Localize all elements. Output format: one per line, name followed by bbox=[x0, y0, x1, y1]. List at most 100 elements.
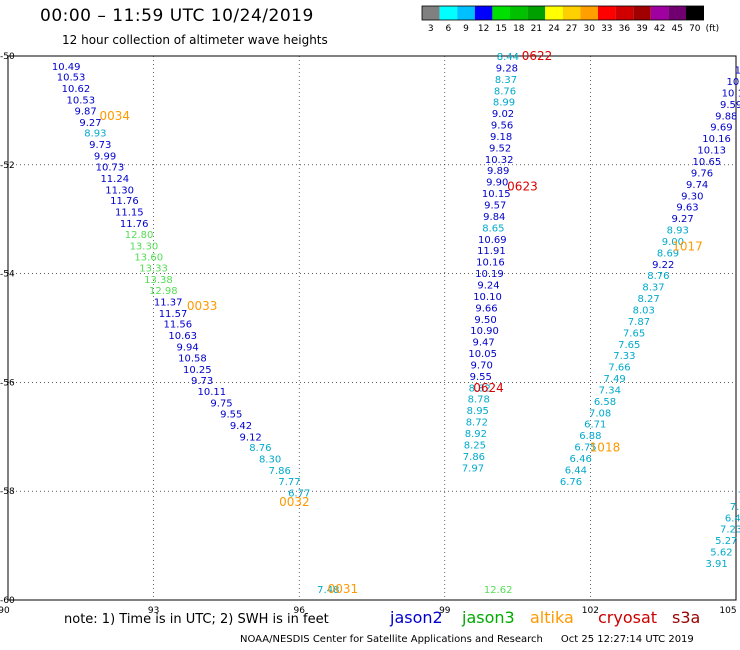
pass-time-label: 1017 bbox=[672, 239, 703, 253]
wave-height-value: 6.40 bbox=[725, 513, 740, 524]
wave-height-value: 10.11 bbox=[198, 387, 227, 398]
wave-height-color-scale: 3 6 9 12 15 18 21 24 27 30 33 36 39 42 45 70 (ft) bbox=[421, 5, 719, 34]
wave-height-value: 8.92 bbox=[465, 429, 487, 440]
wave-height-value: 9.27 bbox=[671, 214, 693, 225]
wave-height-value: 10.73 bbox=[96, 162, 125, 173]
wave-height-value: 12.62 bbox=[484, 585, 513, 596]
wave-height-value: 9.73 bbox=[191, 376, 213, 387]
wave-height-value: 9.87 bbox=[75, 106, 97, 117]
wave-height-value: 10.49 bbox=[52, 62, 81, 73]
scale-swatch bbox=[527, 6, 546, 20]
wave-height-value: 11.76 bbox=[120, 219, 149, 230]
wave-height-value: 8.37 bbox=[642, 283, 664, 294]
wave-height-value: 5.62 bbox=[710, 548, 732, 559]
lat-tick-label: -58 bbox=[0, 487, 15, 497]
wave-height-value: 10.53 bbox=[66, 96, 95, 107]
wave-height-value: 9.24 bbox=[477, 280, 499, 291]
wave-height-value: 13.33 bbox=[139, 264, 168, 275]
wave-height-value: 9.89 bbox=[487, 166, 509, 177]
footer-timestamp: Oct 25 12:27:14 UTC 2019 bbox=[560, 634, 694, 645]
wave-height-value: 10.10 bbox=[473, 292, 502, 303]
wave-height-value: 11.37 bbox=[154, 297, 183, 308]
wave-height-value: 10.3 bbox=[735, 66, 740, 77]
scale-swatch bbox=[422, 6, 440, 20]
wave-height-value: 10.90 bbox=[470, 326, 499, 337]
wave-height-value: 6.58 bbox=[594, 397, 616, 408]
wave-height-value: 9.99 bbox=[94, 152, 116, 163]
wave-height-value: 7.77 bbox=[278, 477, 300, 488]
scale-swatch bbox=[510, 6, 528, 20]
wave-height-value: 9.02 bbox=[492, 109, 514, 120]
wave-height-value: 10.13 bbox=[697, 146, 726, 157]
pass-time-label: 0624 bbox=[473, 381, 504, 395]
wave-height-value: 6.75 bbox=[574, 443, 596, 454]
scale-label: 70 bbox=[689, 24, 701, 34]
legend-cryosat: cryosat bbox=[598, 608, 658, 627]
scale-swatch bbox=[598, 6, 616, 20]
pass-time-label: 0032 bbox=[279, 495, 310, 509]
scale-label: 9 bbox=[463, 24, 469, 34]
lat-tick-label: -60 bbox=[0, 596, 15, 606]
wave-height-value: 7.34 bbox=[599, 385, 621, 396]
wave-height-value: 10.25 bbox=[183, 365, 212, 376]
wave-height-value: 9.22 bbox=[652, 260, 674, 271]
wave-height-value: 10.15 bbox=[482, 189, 511, 200]
wave-height-value: 9.63 bbox=[676, 203, 698, 214]
wave-height-value: 9.52 bbox=[489, 143, 511, 154]
wave-height-value: 9.28 bbox=[496, 63, 518, 74]
scale-swatch bbox=[615, 6, 634, 20]
wave-height-value: 9.50 bbox=[474, 315, 496, 326]
wave-height-value: 8.69 bbox=[657, 248, 679, 259]
scale-label: 18 bbox=[513, 24, 525, 34]
scale-swatch bbox=[474, 6, 493, 20]
lon-tick-label: 93 bbox=[148, 606, 159, 616]
wave-height-value: 9.30 bbox=[681, 191, 703, 202]
lon-tick-label: 96 bbox=[293, 606, 305, 616]
wave-height-value: 9.12 bbox=[240, 432, 262, 443]
wave-height-value: 9.55 bbox=[220, 409, 242, 420]
wave-height-value: 9.27 bbox=[79, 118, 101, 129]
wave-height-value: 13.60 bbox=[134, 253, 163, 264]
wave-height-value: 10.63 bbox=[168, 331, 197, 342]
lon-tick-label: 90 bbox=[0, 606, 10, 616]
wave-height-value: 8.76 bbox=[494, 86, 516, 97]
legend-altika: altika bbox=[530, 608, 574, 627]
wave-height-value: 8.99 bbox=[493, 98, 515, 109]
wave-height-value: 9.57 bbox=[484, 201, 506, 212]
wave-height-value: 13.38 bbox=[144, 275, 173, 286]
wave-height-value: 8.30 bbox=[259, 455, 281, 466]
wave-height-value: 10.65 bbox=[693, 157, 722, 168]
wave-height-value: 10.62 bbox=[62, 84, 91, 95]
legend-jason2: jason2 bbox=[390, 608, 443, 627]
wave-height-value: 10.32 bbox=[485, 155, 514, 166]
scale-label: 30 bbox=[583, 24, 595, 34]
scale-swatch bbox=[633, 6, 651, 20]
lat-tick-label: -50 bbox=[0, 52, 15, 62]
page-title: 00:00 – 11:59 UTC 10/24/2019 bbox=[40, 6, 314, 26]
wave-height-value: 11.56 bbox=[164, 320, 193, 331]
pass-time-label: 0034 bbox=[99, 109, 130, 123]
pass-time-label: 0622 bbox=[522, 49, 553, 63]
legend-jason3: jason3 bbox=[462, 608, 515, 627]
wave-height-value: 9.70 bbox=[471, 360, 493, 371]
lon-tick-label: 102 bbox=[582, 606, 599, 616]
scale-swatch bbox=[439, 6, 458, 20]
wave-height-value: 11.30 bbox=[105, 185, 134, 196]
wave-height-value: 11.24 bbox=[100, 174, 129, 185]
footer: NOAA/NESDIS Center for Satellite Applica… bbox=[240, 634, 694, 645]
wave-height-value: 11.91 bbox=[477, 246, 506, 257]
wave-height-value: 7.86 bbox=[269, 466, 291, 477]
wave-height-value: 11.15 bbox=[115, 208, 144, 219]
scale-label: 36 bbox=[619, 24, 631, 34]
wave-height-value: 9.94 bbox=[176, 342, 198, 353]
wave-height-value: 9.75 bbox=[210, 399, 232, 410]
wave-height-value: 8.03 bbox=[633, 306, 655, 317]
lon-tick-label: 105 bbox=[719, 606, 736, 616]
wave-height-value: 7.23 bbox=[720, 525, 740, 536]
scale-label: 42 bbox=[654, 24, 665, 34]
footer-agency: NOAA/NESDIS Center for Satellite Applica… bbox=[240, 634, 543, 645]
wave-height-value: 8.76 bbox=[249, 443, 271, 454]
wave-height-value: 8.76 bbox=[647, 271, 669, 282]
wave-height-value: 8.37 bbox=[495, 75, 517, 86]
scale-swatch bbox=[686, 6, 704, 20]
